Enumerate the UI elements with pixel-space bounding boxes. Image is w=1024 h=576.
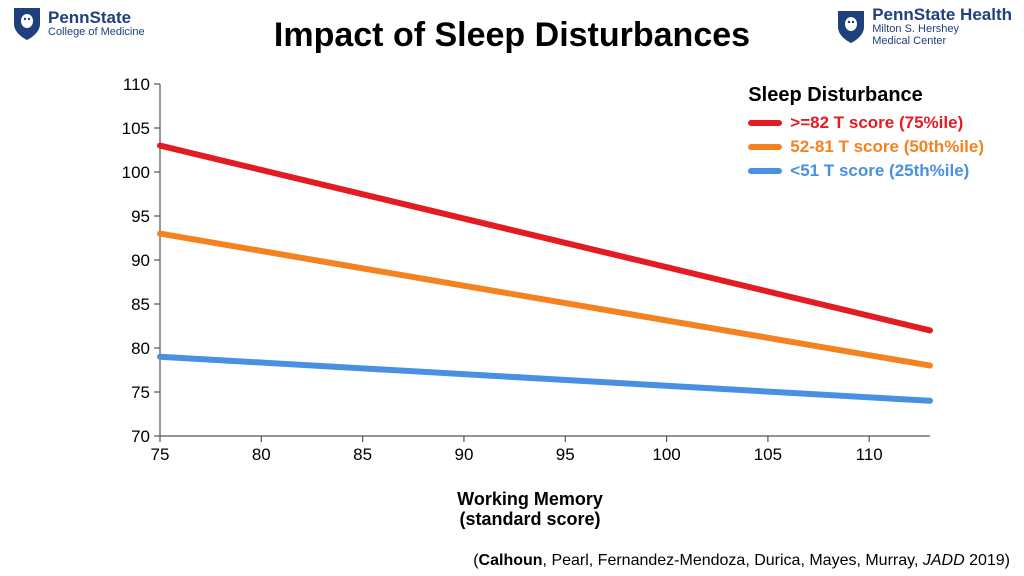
legend-label: >=82 T score (75%ile) bbox=[790, 113, 963, 133]
svg-text:105: 105 bbox=[754, 445, 782, 464]
legend: Sleep Disturbance >=82 T score (75%ile) 5… bbox=[748, 84, 984, 185]
legend-item: >=82 T score (75%ile) bbox=[748, 113, 984, 133]
x-axis-label-1: Working Memory bbox=[457, 489, 603, 509]
citation-journal: JADD bbox=[923, 552, 969, 569]
svg-text:100: 100 bbox=[652, 445, 680, 464]
legend-item: 52-81 T score (50th%ile) bbox=[748, 137, 984, 157]
citation-rest: , Pearl, Fernandez-Mendoza, Durica, Maye… bbox=[543, 552, 923, 569]
svg-text:110: 110 bbox=[856, 445, 883, 464]
svg-text:85: 85 bbox=[353, 445, 372, 464]
citation-year: 2019 bbox=[969, 552, 1005, 569]
legend-title: Sleep Disturbance bbox=[748, 84, 984, 107]
legend-item: <51 T score (25th%ile) bbox=[748, 161, 984, 181]
legend-label: <51 T score (25th%ile) bbox=[790, 161, 969, 181]
legend-label: 52-81 T score (50th%ile) bbox=[790, 137, 984, 157]
svg-text:105: 105 bbox=[122, 119, 150, 138]
x-axis-label: Working Memory (standard score) bbox=[120, 490, 940, 530]
legend-swatch bbox=[748, 120, 782, 126]
svg-text:110: 110 bbox=[123, 76, 150, 94]
legend-swatch bbox=[748, 144, 782, 150]
x-axis-label-2: (standard score) bbox=[459, 509, 600, 529]
svg-text:90: 90 bbox=[131, 251, 150, 270]
svg-text:70: 70 bbox=[131, 427, 150, 446]
svg-text:75: 75 bbox=[131, 383, 150, 402]
svg-text:85: 85 bbox=[131, 295, 150, 314]
svg-text:80: 80 bbox=[131, 339, 150, 358]
citation-lead: Calhoun bbox=[479, 552, 543, 569]
svg-text:100: 100 bbox=[122, 163, 150, 182]
svg-text:95: 95 bbox=[556, 445, 575, 464]
citation: (Calhoun, Pearl, Fernandez-Mendoza, Duri… bbox=[473, 552, 1010, 570]
legend-swatch bbox=[748, 168, 782, 174]
svg-text:90: 90 bbox=[454, 445, 473, 464]
svg-text:80: 80 bbox=[252, 445, 271, 464]
chart-title: Impact of Sleep Disturbances bbox=[0, 16, 1024, 55]
svg-text:95: 95 bbox=[131, 207, 150, 226]
svg-text:75: 75 bbox=[151, 445, 170, 464]
